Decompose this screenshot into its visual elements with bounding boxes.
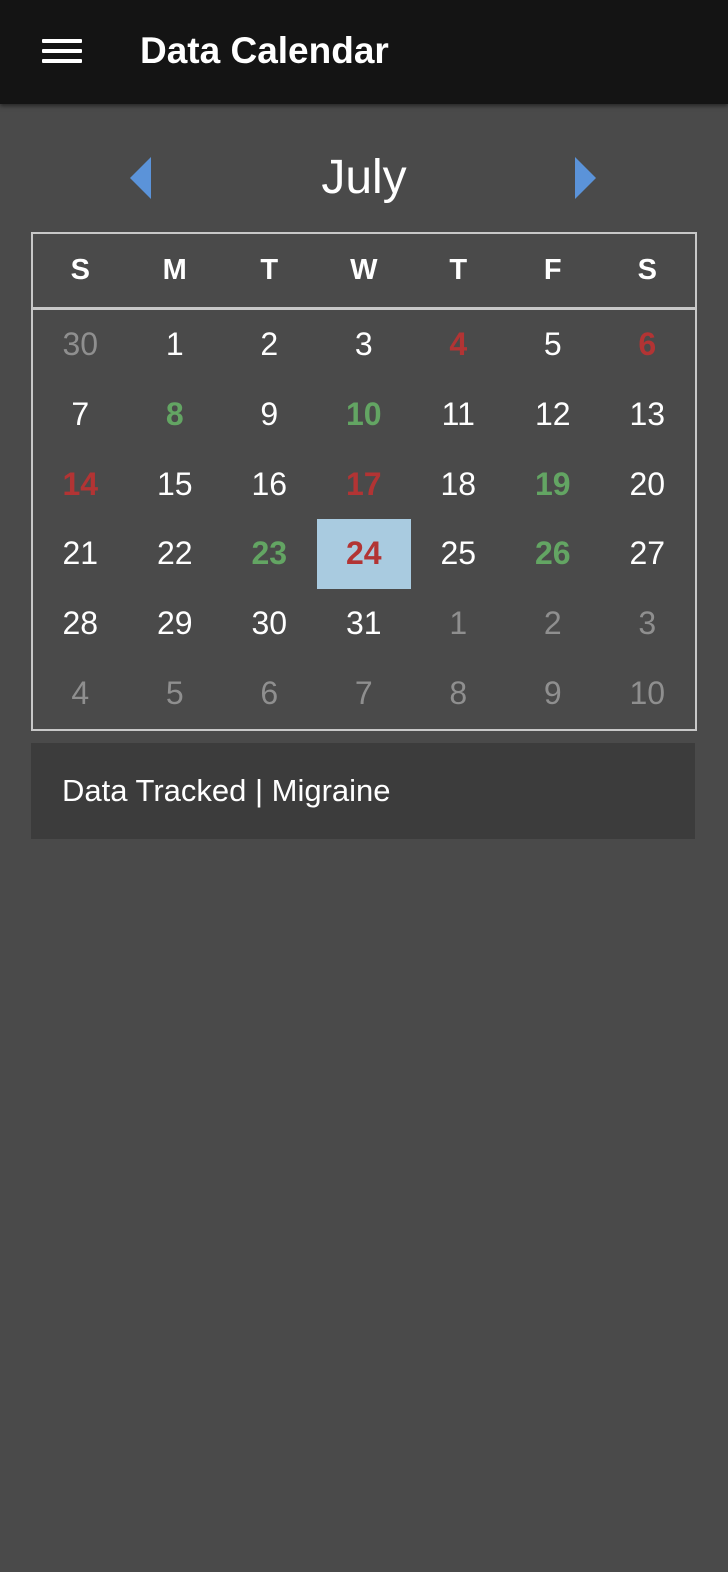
- day-cell[interactable]: 19: [534, 465, 571, 502]
- chevron-right-icon[interactable]: [575, 157, 596, 199]
- chevron-left-icon[interactable]: [130, 157, 151, 199]
- weekday-monday: M: [162, 254, 187, 286]
- weekday-saturday: S: [637, 254, 657, 286]
- day-cell[interactable]: 30: [62, 326, 99, 362]
- day-cell[interactable]: 2: [543, 605, 562, 642]
- day-cell[interactable]: 1: [449, 605, 468, 642]
- day-cell[interactable]: 9: [260, 395, 279, 432]
- month-title: July: [321, 151, 407, 204]
- day-cell[interactable]: 7: [71, 395, 90, 432]
- day-cell[interactable]: 3: [638, 605, 657, 642]
- day-cell[interactable]: 21: [62, 535, 99, 572]
- day-cell[interactable]: 7: [354, 675, 373, 711]
- day-cell[interactable]: 4: [71, 675, 90, 711]
- day-cell[interactable]: 27: [629, 535, 666, 572]
- day-cell[interactable]: 4: [449, 326, 468, 362]
- weekday-friday: F: [543, 254, 562, 286]
- weekday-thursday: T: [449, 254, 468, 286]
- day-cell[interactable]: 13: [629, 395, 666, 432]
- day-cell[interactable]: 1: [165, 326, 184, 362]
- day-cell[interactable]: 2: [260, 326, 279, 362]
- day-cell[interactable]: 16: [251, 465, 288, 502]
- day-cell[interactable]: 8: [449, 675, 468, 711]
- calendar-days: 30 1 2 3 4 5 6 7 8 9 10 11 12 13 14 15 16 17 18 19 20 21 22 23 2…: [33, 310, 695, 729]
- day-cell[interactable]: 14: [62, 465, 99, 502]
- day-cell[interactable]: 3: [354, 326, 373, 362]
- menu-icon-line: [42, 39, 82, 43]
- weekday-row: S M T W T F S: [33, 234, 695, 310]
- day-cell[interactable]: 18: [440, 465, 477, 502]
- weekday-wednesday: W: [350, 254, 378, 286]
- day-cell[interactable]: 6: [260, 675, 279, 711]
- weekday-tuesday: T: [260, 254, 279, 286]
- data-tracked-label: Data Tracked | Migraine: [62, 773, 391, 808]
- day-cell[interactable]: 25: [440, 535, 477, 572]
- day-cell[interactable]: 12: [534, 395, 571, 432]
- app-title: Data Calendar: [140, 30, 389, 71]
- day-cell[interactable]: 5: [165, 675, 184, 711]
- day-cell[interactable]: 9: [543, 675, 562, 711]
- day-cell[interactable]: 26: [534, 535, 571, 572]
- month-header: July: [0, 145, 728, 215]
- calendar-grid: S M T W T F S 30 1 2 3 4 5 6 7 8 9 10 11 12 13 14 15 16 1…: [31, 232, 697, 731]
- day-cell[interactable]: 8: [165, 395, 184, 432]
- weekday-sunday: S: [70, 254, 90, 286]
- day-cell[interactable]: 29: [156, 605, 193, 642]
- day-cell[interactable]: 11: [441, 395, 475, 432]
- app-bar: Data Calendar: [0, 0, 728, 104]
- day-cell[interactable]: 28: [62, 605, 99, 642]
- day-cell[interactable]: 10: [345, 395, 382, 432]
- day-cell[interactable]: 20: [629, 465, 666, 502]
- day-cell[interactable]: 23: [251, 535, 288, 572]
- menu-icon[interactable]: [42, 36, 82, 66]
- day-cell[interactable]: 31: [345, 605, 382, 642]
- day-cell[interactable]: 22: [156, 535, 193, 572]
- menu-icon-line: [42, 59, 82, 63]
- day-cell[interactable]: 15: [156, 465, 193, 502]
- info-panel: Data Tracked | Migraine: [31, 743, 695, 839]
- day-cell[interactable]: 10: [629, 675, 666, 711]
- menu-icon-line: [42, 49, 82, 53]
- day-cell[interactable]: 30: [251, 605, 288, 642]
- day-cell[interactable]: 5: [543, 326, 562, 362]
- day-cell[interactable]: 6: [638, 326, 657, 362]
- day-cell[interactable]: 17: [345, 465, 382, 502]
- day-cell-selected[interactable]: 24: [316, 519, 411, 590]
